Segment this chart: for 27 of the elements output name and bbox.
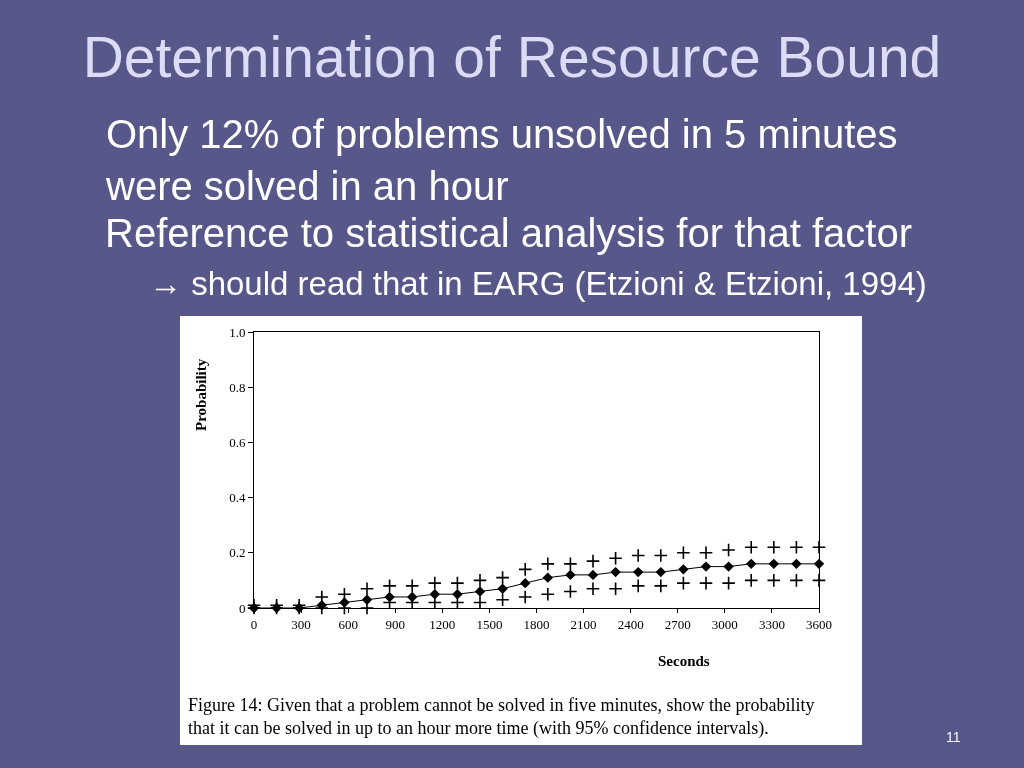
caption: Figure 14: Given that a problem cannot be solved in five minutes, show the probability that it can be solved in up to an hour more time (with 95% confidence intervals).	[188, 695, 815, 740]
x-tick-label: 2100	[570, 616, 597, 632]
text: Only 12% of problems unsolved in 5 minutes were solved in an hour	[105, 112, 898, 208]
x-tick-label: 2700	[664, 616, 691, 632]
chart-title: Determination of Resource Bound	[82, 24, 942, 89]
x-tick-label: 3600	[806, 616, 832, 632]
text: 11	[946, 729, 961, 745]
y-tick-label: 0.4	[229, 490, 246, 506]
x-tick-label: 3000	[711, 616, 738, 632]
x-tick-label: 600	[338, 616, 358, 632]
x-tick-label: 1500	[476, 616, 503, 632]
x-axis-title: Seconds	[658, 653, 710, 669]
x-tick-label: 3300	[758, 616, 785, 632]
x-tick-label: 0	[250, 616, 258, 632]
y-tick-label: 0.2	[229, 545, 246, 561]
text: → should read that in EARG (Etzioni & Etzioni, 1994)	[149, 265, 927, 302]
x-tick-label: 900	[385, 616, 405, 632]
y-tick-label: 0.8	[229, 379, 246, 395]
x-tick-label: 300	[291, 616, 311, 632]
text: Reference to statistical analysis for that factor	[105, 211, 913, 255]
y-tick-label: 0	[238, 600, 246, 616]
y-tick-label: 0.6	[229, 434, 246, 450]
y-tick-label: 1.0	[229, 324, 246, 340]
x-tick-label: 1800	[523, 616, 550, 632]
y-axis-title: Probability	[193, 358, 209, 431]
x-tick-label: 2400	[617, 616, 644, 632]
x-tick-label: 1200	[429, 616, 456, 632]
